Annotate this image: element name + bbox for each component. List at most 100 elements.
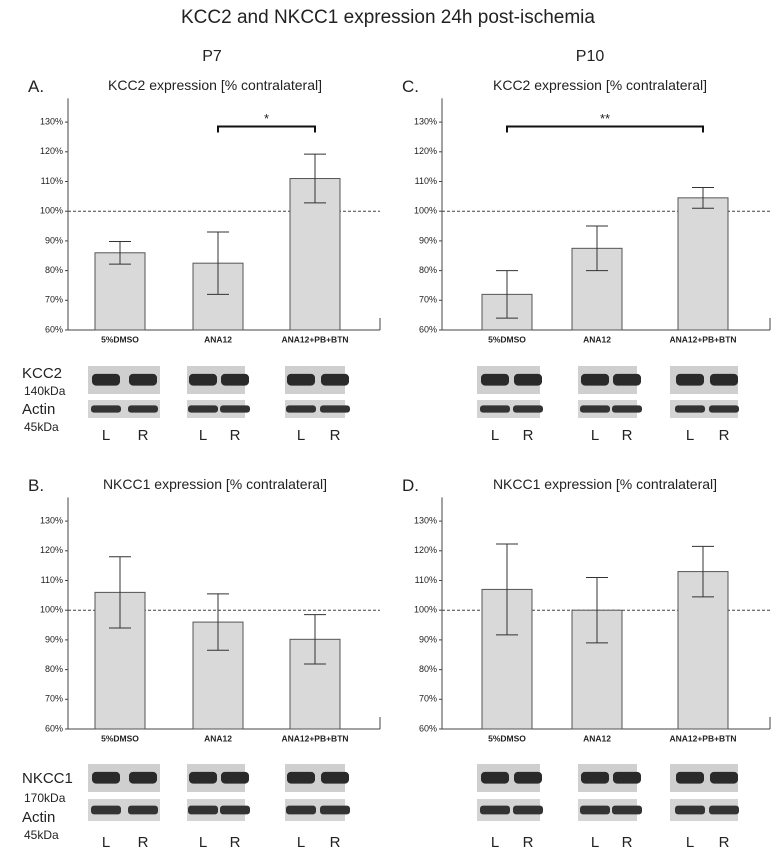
x-tick-label: ANA12 — [583, 334, 611, 344]
chart-title: NKCC1 expression [% contralateral] — [493, 476, 717, 492]
y-tick-label: 130% — [414, 116, 437, 126]
blot-band — [287, 771, 315, 784]
y-tick-label: 70% — [45, 694, 63, 704]
blot-band — [129, 373, 157, 386]
panel-label: A. — [28, 77, 44, 96]
chart-title: KCC2 expression [% contralateral] — [108, 77, 322, 93]
lane-label: R — [138, 834, 149, 851]
x-tick-label: ANA12+PB+BTN — [281, 334, 348, 344]
lane-label: R — [230, 427, 241, 444]
x-tick-label: 5%DMSO — [488, 334, 526, 344]
blot-loading-size: 45kDa — [24, 828, 59, 842]
blot-band — [287, 373, 315, 386]
lane-label: R — [230, 834, 241, 851]
y-tick-label: 70% — [419, 694, 437, 704]
blot-band — [92, 373, 120, 386]
blot-band — [612, 805, 642, 815]
lane-label: L — [686, 834, 694, 851]
blot-band — [320, 405, 350, 413]
y-tick-label: 80% — [45, 664, 63, 674]
y-tick-label: 70% — [419, 295, 437, 305]
blot-band — [613, 771, 641, 784]
y-tick-label: 90% — [419, 634, 437, 644]
blot-band — [580, 405, 610, 413]
blot-band — [286, 405, 316, 413]
y-tick-label: 100% — [414, 206, 437, 216]
y-tick-label: 80% — [45, 265, 63, 275]
lane-label: L — [591, 834, 599, 851]
y-tick-label: 120% — [40, 146, 63, 156]
y-tick-label: 120% — [414, 545, 437, 555]
blot-band — [514, 373, 542, 386]
y-tick-label: 90% — [45, 634, 63, 644]
lane-label: R — [330, 427, 341, 444]
lane-label: R — [138, 427, 149, 444]
y-tick-label: 100% — [414, 605, 437, 615]
blot-band — [580, 805, 610, 815]
lane-label: L — [491, 834, 499, 851]
blot-band — [581, 373, 609, 386]
lane-label: L — [297, 834, 305, 851]
lane-label: R — [330, 834, 341, 851]
blot-loading: Actin — [22, 809, 55, 826]
y-tick-label: 60% — [45, 723, 63, 733]
blot-band — [188, 805, 218, 815]
panel-label: D. — [402, 476, 419, 495]
blot-band — [189, 771, 217, 784]
blot-band — [91, 405, 121, 413]
bar — [677, 197, 729, 331]
blot-band — [320, 805, 350, 815]
y-tick-label: 100% — [40, 206, 63, 216]
x-tick-label: ANA12+PB+BTN — [669, 334, 736, 344]
blot-protein: NKCC1 — [22, 770, 73, 787]
x-tick-label: 5%DMSO — [101, 733, 139, 743]
lane-label: L — [686, 427, 694, 444]
blot-band — [513, 405, 543, 413]
lane-label: L — [591, 427, 599, 444]
lane-label: L — [199, 427, 207, 444]
panel-label: C. — [402, 77, 419, 96]
lane-label: R — [523, 427, 534, 444]
blot-band — [709, 405, 739, 413]
y-tick-label: 60% — [45, 324, 63, 334]
blot-band — [188, 405, 218, 413]
blot-loading: Actin — [22, 401, 55, 418]
chart-title: NKCC1 expression [% contralateral] — [103, 476, 327, 492]
blot-protein: KCC2 — [22, 365, 62, 382]
blot-band — [321, 373, 349, 386]
blot-band — [92, 771, 120, 784]
blot-band — [710, 771, 738, 784]
significance-label: ** — [600, 111, 610, 126]
blot-band — [321, 771, 349, 784]
x-tick-label: ANA12+PB+BTN — [281, 733, 348, 743]
lane-label: R — [719, 427, 730, 444]
lane-label: L — [102, 427, 110, 444]
significance-label: * — [264, 111, 269, 126]
y-tick-label: 90% — [419, 235, 437, 245]
blot-band — [709, 805, 739, 815]
blot-loading-size: 45kDa — [24, 420, 59, 434]
y-tick-label: 110% — [41, 176, 63, 186]
y-tick-label: 70% — [45, 295, 63, 305]
lane-label: R — [622, 834, 633, 851]
x-tick-label: ANA12 — [583, 733, 611, 743]
x-tick-label: ANA12+PB+BTN — [669, 733, 736, 743]
y-tick-label: 130% — [414, 515, 437, 525]
y-tick-label: 90% — [45, 235, 63, 245]
x-tick-label: ANA12 — [204, 733, 232, 743]
blot-band — [480, 405, 510, 413]
y-tick-label: 120% — [414, 146, 437, 156]
y-tick-label: 60% — [419, 324, 437, 334]
chart-title: KCC2 expression [% contralateral] — [493, 77, 707, 93]
y-tick-label: 60% — [419, 723, 437, 733]
blot-band — [675, 405, 705, 413]
blot-band — [220, 405, 250, 413]
blot-band — [514, 771, 542, 784]
blot-band — [128, 805, 158, 815]
x-tick-label: 5%DMSO — [101, 334, 139, 344]
x-tick-label: ANA12 — [204, 334, 232, 344]
bar — [677, 571, 729, 730]
blot-band — [286, 805, 316, 815]
blot-band — [129, 771, 157, 784]
x-tick-label: 5%DMSO — [488, 733, 526, 743]
